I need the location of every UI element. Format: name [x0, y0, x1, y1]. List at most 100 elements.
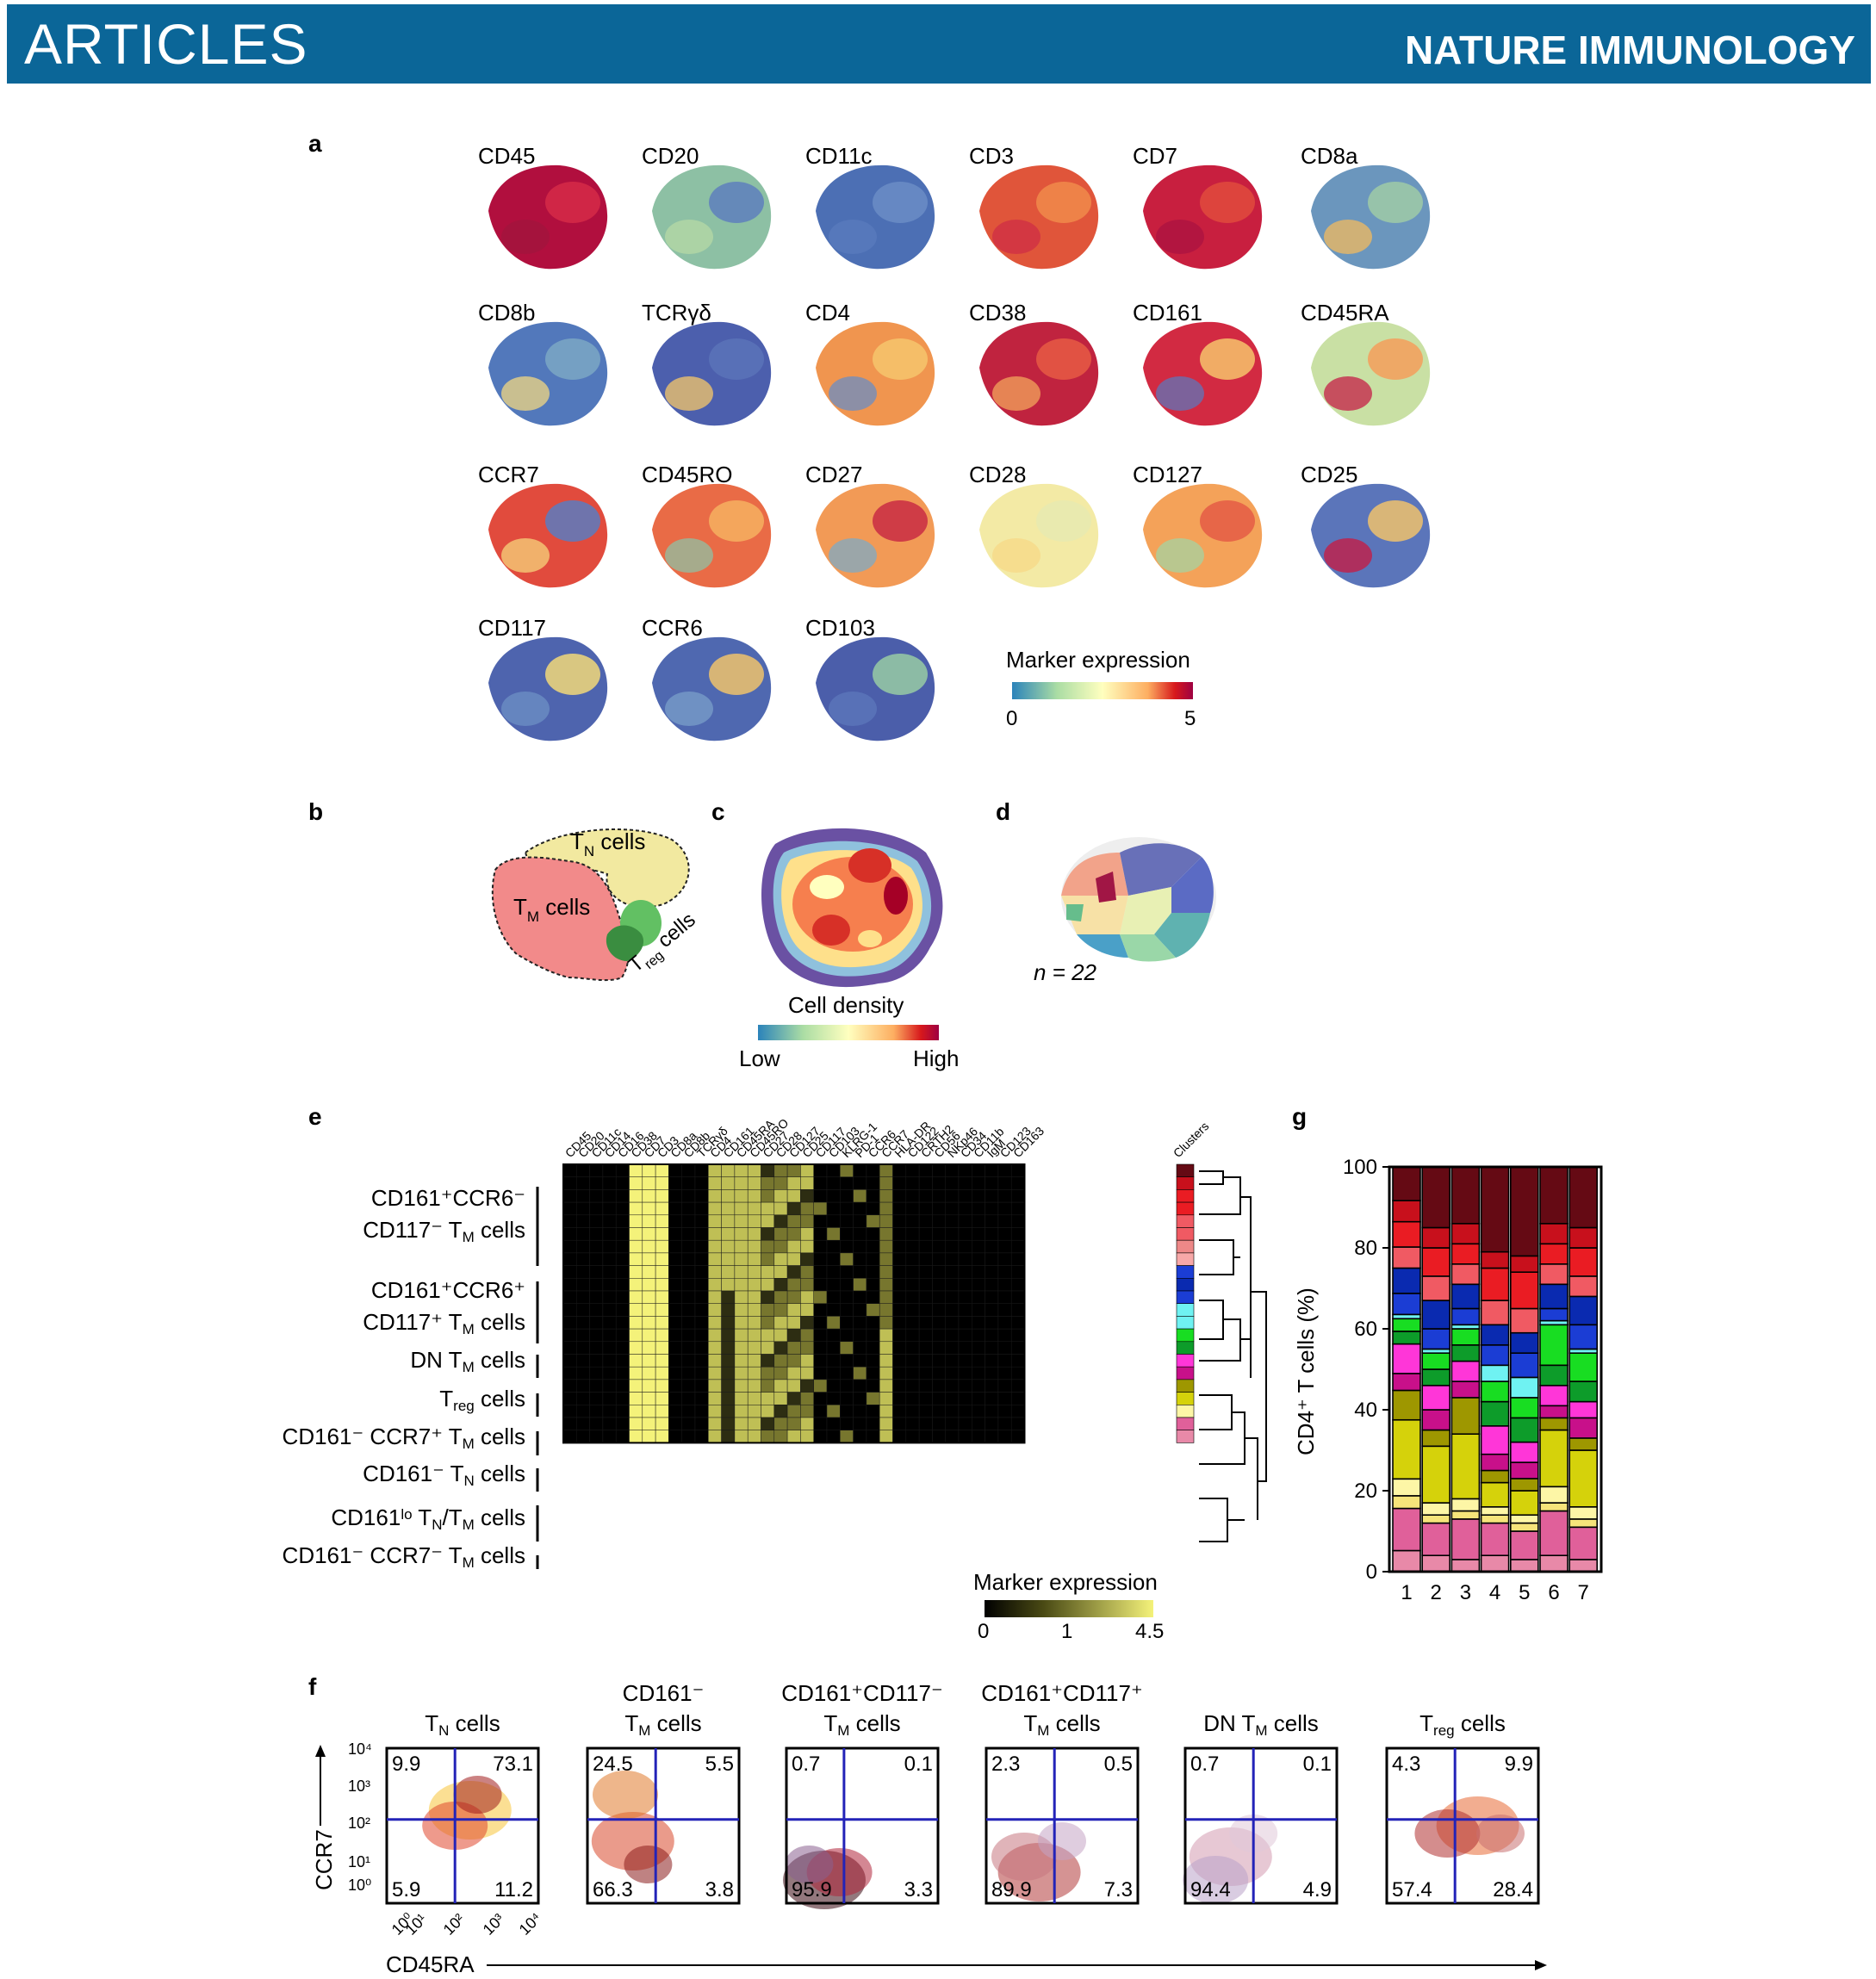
flow-x-tick-label: 10⁴: [516, 1909, 545, 1939]
heatmap-cell: [786, 1366, 801, 1380]
heatmap-cell: [615, 1290, 630, 1304]
heatmap-cell: [642, 1239, 656, 1254]
journal-header: ARTICLES NATURE IMMUNOLOGY: [7, 4, 1871, 84]
tsne-region: [665, 538, 713, 573]
tsne-region: [1324, 538, 1372, 573]
heatmap-cell: [905, 1265, 920, 1279]
heatmap-cell: [655, 1201, 669, 1216]
heatmap-row-label: CD161⁺CCR6⁻: [371, 1185, 525, 1211]
tsne-region: [709, 654, 764, 695]
heatmap-cell: [747, 1201, 761, 1216]
stacked-bar-segment: [1510, 1478, 1539, 1492]
heatmap-cell: [773, 1341, 788, 1355]
stacked-bar-segment: [1480, 1514, 1510, 1524]
tsne-region: [873, 182, 928, 223]
flow-density-blob: [1038, 1822, 1086, 1860]
bar-x-tick-label: 3: [1460, 1581, 1471, 1604]
heatmap-cell: [562, 1405, 577, 1418]
heatmap-cell: [747, 1239, 761, 1254]
tm-region: [491, 856, 630, 982]
heatmap-row-label: CD161lo TN/TM cells: [331, 1504, 525, 1533]
heatmap-cell: [932, 1189, 946, 1203]
heatmap-cell: [958, 1163, 972, 1177]
heatmap-cell: [972, 1392, 985, 1405]
heatmap-cell: [972, 1290, 985, 1304]
heatmap-row-label: CD161⁻ CCR7⁺ TM cells: [283, 1424, 525, 1452]
heatmap-cell: [800, 1265, 814, 1279]
heatmap-cell: [958, 1354, 972, 1368]
heatmap-cell: [945, 1417, 960, 1430]
heatmap-cell: [694, 1189, 709, 1203]
cluster-swatch: [1176, 1227, 1195, 1241]
tsne-label: CD25: [1301, 462, 1357, 487]
heatmap-cell: [721, 1354, 736, 1368]
heatmap-cell: [958, 1392, 972, 1405]
heatmap-cell: [602, 1290, 617, 1304]
heatmap-cell: [761, 1214, 775, 1228]
heatmap-cell: [826, 1354, 841, 1368]
stacked-bar-segment: [1421, 1226, 1450, 1249]
stacked-bar-segment: [1480, 1250, 1510, 1269]
tsne-region: [709, 182, 764, 223]
heatmap-cell: [629, 1278, 643, 1292]
stacked-bar-segment: [1539, 1417, 1569, 1431]
heatmap-cell: [576, 1239, 590, 1254]
heatmap-cell: [629, 1163, 643, 1177]
heatmap-cell: [681, 1252, 696, 1266]
heatmap-cell: [932, 1176, 946, 1190]
heatmap-cell: [866, 1354, 880, 1368]
row-label-part: CD161⁺CCR6⁻: [371, 1185, 525, 1211]
heatmap-cell: [918, 1201, 933, 1216]
cluster-swatch: [1176, 1265, 1195, 1279]
heatmap-cell: [747, 1278, 761, 1292]
stacked-bar-segment: [1480, 1364, 1510, 1382]
heatmap-cell: [945, 1163, 960, 1177]
heatmap-cell: [708, 1392, 722, 1405]
panel-letter-e: e: [308, 1103, 322, 1130]
heatmap-cell: [786, 1405, 801, 1418]
heatmap-cell: [642, 1316, 656, 1330]
quadrant-percentage: 4.3: [1392, 1753, 1420, 1776]
heatmap-cell: [853, 1176, 867, 1190]
heatmap-cell: [629, 1392, 643, 1405]
heatmap-cell: [721, 1265, 736, 1279]
heatmap-cell: [708, 1176, 722, 1190]
heatmap-cell: [892, 1265, 907, 1279]
heatmap-cell: [562, 1214, 577, 1228]
heatmap-cell: [734, 1252, 749, 1266]
heatmap-cell: [761, 1278, 775, 1292]
heatmap-cell: [892, 1303, 907, 1317]
heatmap-cell: [945, 1366, 960, 1380]
heatmap-cell: [615, 1392, 630, 1405]
stacked-bar-segment: [1421, 1409, 1450, 1431]
heatmap-cell: [642, 1341, 656, 1355]
heatmap-cell: [1010, 1366, 1025, 1380]
heatmap-cell: [972, 1341, 985, 1355]
tn-region: [524, 828, 690, 909]
flow-y-tick-label: 10⁰: [348, 1877, 371, 1894]
stacked-bar-segment: [1450, 1510, 1481, 1520]
heatmap-cell: [840, 1430, 854, 1443]
stacked-bar-segment: [1421, 1247, 1450, 1277]
stacked-bar-segment: [1539, 1364, 1569, 1387]
heatmap-cell: [997, 1392, 1012, 1405]
tsne-region: [829, 538, 877, 573]
heatmap-cell: [615, 1316, 630, 1330]
stacked-bar-segment: [1392, 1331, 1421, 1345]
stacked-bar-segment: [1480, 1469, 1510, 1484]
heatmap-cell: [918, 1239, 933, 1254]
heatmap-cell: [734, 1366, 749, 1380]
stacked-bar-segment: [1392, 1373, 1421, 1392]
heatmap-cell: [668, 1341, 682, 1355]
heatmap-cell: [879, 1252, 893, 1266]
heatmap-cell: [918, 1290, 933, 1304]
heatmap-cell: [853, 1227, 867, 1241]
heatmap-cell: [681, 1430, 696, 1443]
heatmap-cell: [642, 1163, 656, 1177]
heatmap-cell: [576, 1176, 590, 1190]
heatmap-cell: [985, 1328, 999, 1343]
heatmap-cell: [866, 1201, 880, 1216]
panel-f-ylabel: CCR7: [311, 1829, 337, 1890]
row-label-part: M: [463, 1359, 475, 1375]
heatmap-cell: [905, 1163, 920, 1177]
